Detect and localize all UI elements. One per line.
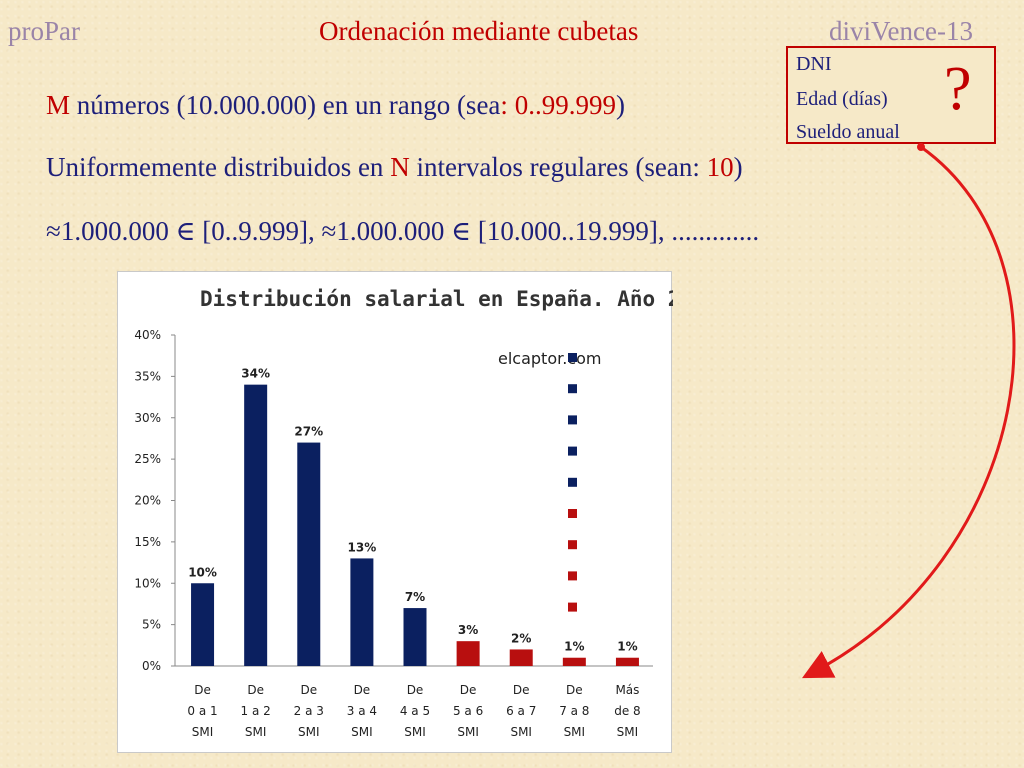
bar — [403, 608, 427, 666]
line1-colon: : — [500, 90, 508, 120]
slide-title: Ordenación mediante cubetas — [319, 16, 639, 46]
bar — [297, 442, 321, 666]
legend-swatch — [568, 477, 577, 487]
x-category-label: De — [300, 683, 317, 697]
legend-swatch — [568, 540, 577, 550]
x-category-label: De — [407, 683, 424, 697]
line2-mid: intervalos regulares (sean: — [409, 152, 707, 182]
key-examples-box: DNI Edad (días) Sueldo anual ? — [786, 46, 996, 144]
statement-line-1: M números (10.000.000) en un rango (sea:… — [46, 88, 625, 122]
x-category-label: De — [354, 683, 371, 697]
chart-frame: Distribución salarial en España. Año 201… — [117, 271, 763, 753]
bar-value-label: 7% — [405, 590, 425, 604]
bar-value-label: 1% — [564, 640, 584, 654]
n-symbol: N — [390, 152, 410, 182]
box-item-sueldo: Sueldo anual — [796, 121, 900, 143]
bar — [350, 558, 374, 666]
line1-range: 0..99.999 — [507, 90, 616, 120]
bar — [191, 583, 215, 666]
bar-value-label: 1% — [617, 640, 637, 654]
line1-text: números (10.000.000) en un rango (sea — [70, 90, 501, 120]
bar — [244, 384, 268, 666]
x-category-label: 0 a 1 — [187, 704, 217, 718]
bar-value-label: 34% — [241, 367, 270, 381]
arrow-start-dot — [917, 143, 925, 151]
legend-swatch — [568, 571, 577, 581]
x-category-label: SMI — [457, 725, 479, 739]
line2-ten: 10 — [706, 152, 734, 182]
legend-swatch — [568, 415, 577, 425]
y-tick-label: 25% — [134, 452, 161, 466]
legend-swatch — [568, 384, 577, 394]
y-tick-label: 35% — [134, 369, 161, 383]
x-category-label: De — [566, 683, 583, 697]
legend-swatch — [568, 602, 577, 612]
x-category-label: 1 a 2 — [241, 704, 271, 718]
x-category-label: SMI — [404, 725, 426, 739]
statement-line-2: Uniformemente distribuidos en N interval… — [46, 150, 743, 184]
bar — [615, 657, 639, 666]
x-category-label: 3 a 4 — [347, 704, 377, 718]
header-left-label: proPar — [8, 16, 80, 46]
bar-value-label: 3% — [458, 623, 478, 637]
x-category-label: De — [247, 683, 264, 697]
y-tick-label: 5% — [142, 618, 161, 632]
line1-close: ) — [615, 90, 625, 120]
curved-arrow — [802, 145, 1016, 679]
x-category-label: Más — [615, 683, 639, 697]
x-category-label: SMI — [192, 725, 214, 739]
y-tick-label: 30% — [134, 411, 161, 425]
bar-value-label: 13% — [348, 540, 377, 554]
statement-line-3: ≈1.000.000 ∈ [0..9.999], ≈1.000.000 ∈ [1… — [46, 216, 760, 246]
x-category-label: 6 a 7 — [506, 704, 536, 718]
x-category-label: SMI — [298, 725, 320, 739]
bar-value-label: 2% — [511, 631, 531, 645]
x-category-label: SMI — [617, 725, 639, 739]
salary-distribution-chart: Distribución salarial en España. Año 201… — [134, 287, 762, 739]
m-symbol: M — [46, 90, 71, 120]
x-category-label: de 8 — [614, 704, 640, 718]
chart-title: Distribución salarial en España. Año 201… — [200, 287, 673, 311]
x-category-label: SMI — [510, 725, 532, 739]
x-category-label: 4 a 5 — [400, 704, 430, 718]
y-tick-label: 0% — [142, 659, 161, 673]
x-category-label: De — [194, 683, 211, 697]
x-category-label: 7 a 8 — [559, 704, 589, 718]
x-category-label: SMI — [351, 725, 373, 739]
y-tick-label: 20% — [134, 494, 161, 508]
bar — [509, 649, 533, 666]
legend-swatch — [568, 446, 577, 456]
line2-start: Uniformemente distribuidos en — [46, 152, 391, 182]
y-tick-label: 40% — [134, 328, 161, 342]
bar — [456, 641, 480, 666]
bar — [562, 657, 586, 666]
box-item-edad: Edad (días) — [796, 88, 888, 110]
legend-swatch — [568, 353, 577, 362]
box-item-dni: DNI — [796, 53, 832, 75]
x-category-label: De — [513, 683, 530, 697]
y-tick-label: 15% — [134, 535, 161, 549]
x-category-label: 2 a 3 — [294, 704, 324, 718]
line2-close: ) — [733, 152, 743, 182]
bar-value-label: 10% — [188, 565, 217, 579]
legend-swatch — [568, 509, 577, 518]
x-category-label: 5 a 6 — [453, 704, 483, 718]
x-category-label: SMI — [564, 725, 586, 739]
question-mark: ? — [944, 55, 972, 123]
x-category-label: SMI — [245, 725, 267, 739]
bar-value-label: 27% — [294, 425, 323, 439]
header-right-label: diviVence-13 — [829, 16, 973, 46]
chart-annotation: elcaptor.com — [498, 349, 601, 368]
y-tick-label: 10% — [134, 576, 161, 590]
x-category-label: De — [460, 683, 477, 697]
